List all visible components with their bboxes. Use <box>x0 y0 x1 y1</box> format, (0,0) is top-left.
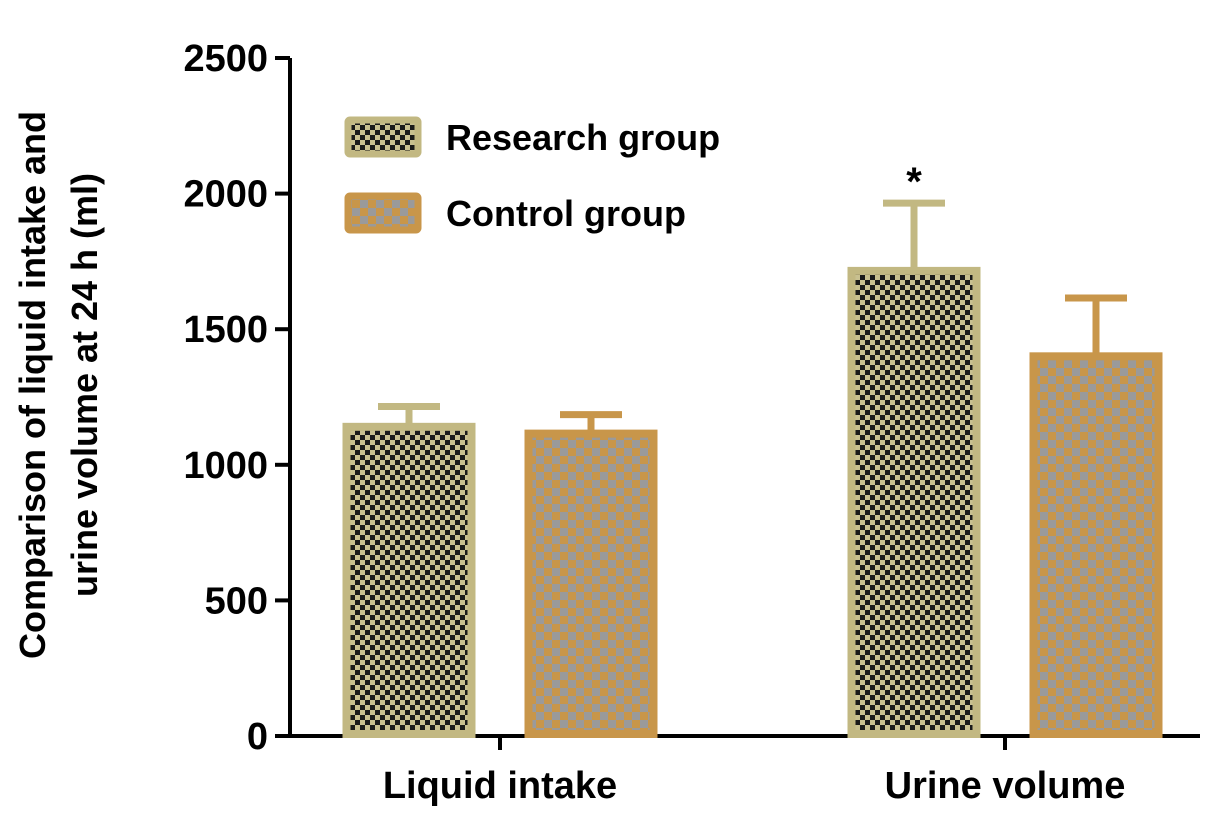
y-tick-label: 2500 <box>183 38 268 80</box>
y-tick-label: 2000 <box>183 174 268 216</box>
y-tick-label: 0 <box>247 716 268 758</box>
y-tick-label: 1500 <box>183 309 268 351</box>
y-tick-label: 500 <box>205 580 268 622</box>
legend-swatch <box>344 192 422 234</box>
x-tick-label: Urine volume <box>885 765 1126 807</box>
y-axis-label-line1: Comparison of liquid intake and <box>12 111 53 659</box>
significance-marker: * <box>906 160 922 204</box>
y-axis-label-line2: urine volume at 24 h (ml) <box>64 173 105 597</box>
y-tick-label: 1000 <box>183 445 268 487</box>
x-tick-label: Liquid intake <box>383 765 617 807</box>
bar <box>524 429 658 738</box>
bar <box>342 422 476 738</box>
legend-label: Control group <box>446 193 686 234</box>
x-axis-ticks: Liquid intake Urine volume <box>383 736 1126 807</box>
legend-label: Research group <box>446 117 720 158</box>
annotations: * <box>906 160 922 204</box>
legend-swatch <box>344 116 422 158</box>
legend: Research group Control group <box>344 116 720 234</box>
bar <box>1029 352 1163 738</box>
y-axis-ticks: 0 500 1000 1500 2000 2500 <box>183 38 290 758</box>
bars-group <box>342 199 1163 738</box>
bar <box>847 266 981 738</box>
